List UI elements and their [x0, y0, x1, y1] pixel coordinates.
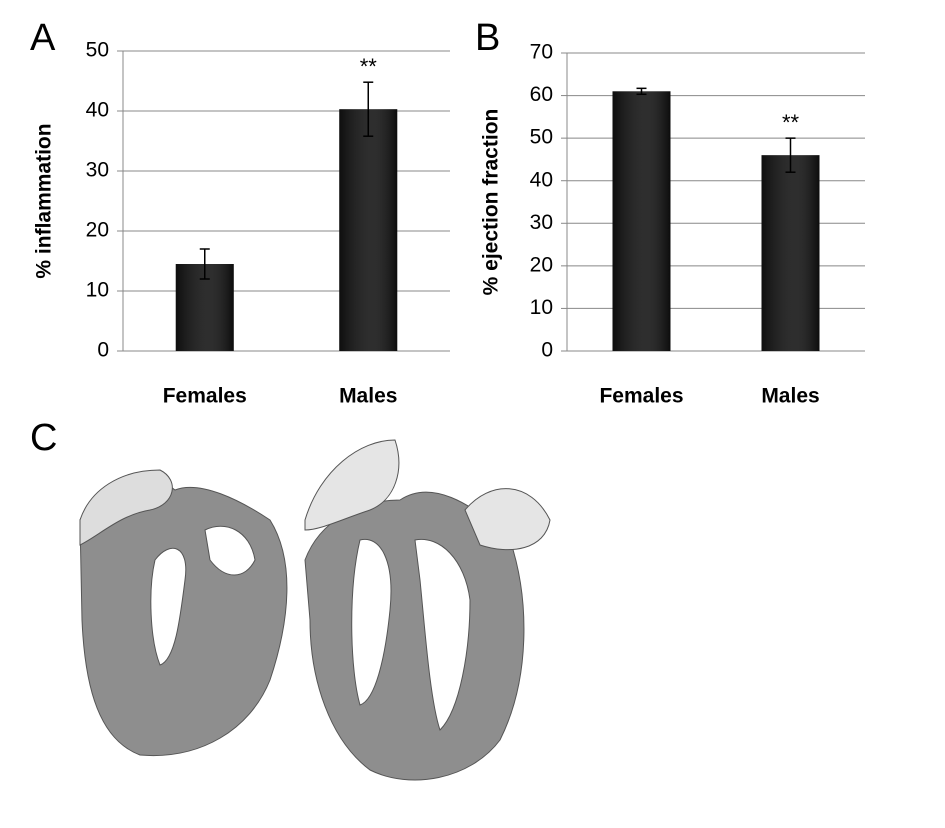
y-tick-label: 40 — [530, 168, 553, 191]
y-tick-label: 20 — [530, 253, 553, 276]
panel-label: A — [30, 17, 56, 59]
bar-shine — [612, 91, 671, 352]
y-axis-title: % inflammation — [33, 123, 56, 278]
x-tick-label: Females — [599, 385, 683, 408]
x-tick-label: Females — [163, 385, 247, 408]
y-tick-label: 10 — [86, 279, 109, 302]
y-tick-label: 0 — [541, 339, 553, 362]
y-tick-label: 50 — [86, 39, 109, 62]
bar-shine — [761, 155, 820, 351]
y-tick-label: 40 — [86, 99, 109, 122]
y-tick-label: 60 — [530, 83, 553, 106]
heart-sections — [79, 439, 551, 781]
y-tick-label: 20 — [86, 219, 109, 242]
y-tick-label: 30 — [530, 211, 553, 234]
bar-shine — [339, 109, 398, 351]
x-tick-label: Males — [761, 385, 819, 408]
y-tick-label: 70 — [530, 41, 553, 64]
significance-label: ** — [360, 54, 378, 79]
y-axis-title: % ejection fraction — [480, 109, 503, 296]
x-tick-label: Males — [339, 385, 397, 408]
y-tick-label: 30 — [86, 159, 109, 182]
y-tick-label: 50 — [530, 126, 553, 149]
y-tick-label: 10 — [530, 296, 553, 319]
significance-label: ** — [782, 110, 800, 135]
panel-label: B — [475, 17, 500, 59]
panel-label: C — [30, 417, 57, 459]
y-tick-label: 0 — [97, 339, 109, 362]
